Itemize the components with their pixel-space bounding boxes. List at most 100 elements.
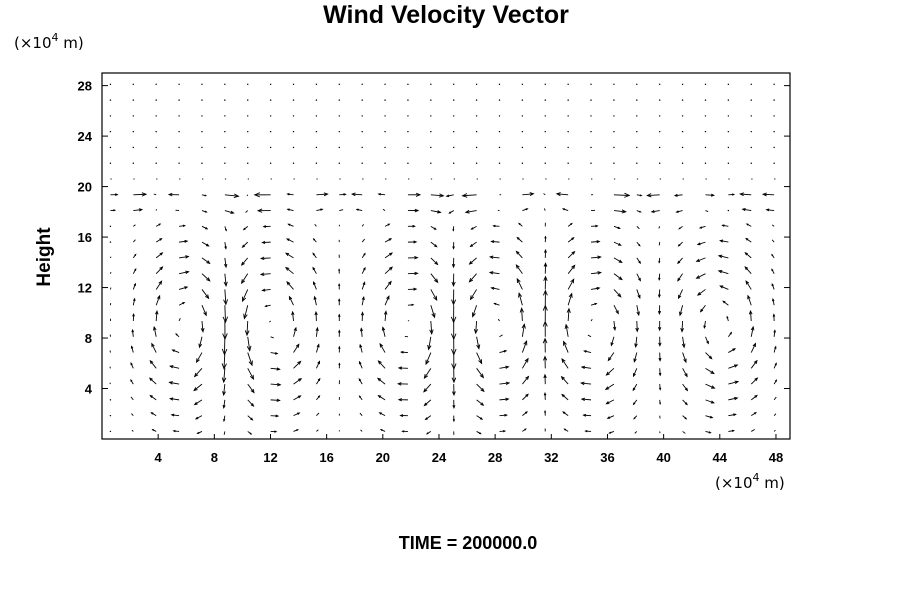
wind-vector bbox=[705, 352, 713, 360]
wind-vector bbox=[607, 352, 615, 362]
wind-vector bbox=[293, 395, 302, 401]
wind-vector bbox=[469, 241, 477, 248]
wind-vector bbox=[476, 368, 485, 379]
wind-vector bbox=[453, 115, 455, 117]
wind-vector bbox=[242, 225, 249, 231]
wind-vector bbox=[659, 399, 662, 406]
wind-vector bbox=[338, 146, 340, 149]
wind-vector bbox=[430, 225, 437, 230]
wind-vector bbox=[379, 342, 386, 353]
wind-vector bbox=[316, 192, 329, 197]
wind-vector bbox=[773, 345, 777, 353]
wind-vector bbox=[522, 192, 535, 197]
wind-vector bbox=[264, 304, 271, 308]
wind-vector bbox=[430, 289, 438, 302]
wind-vector bbox=[359, 343, 363, 353]
wind-vector bbox=[493, 302, 500, 306]
wind-vector bbox=[741, 208, 752, 212]
wind-vector bbox=[543, 355, 548, 369]
wind-vector bbox=[747, 294, 752, 306]
wind-vector bbox=[224, 162, 226, 164]
wind-vector bbox=[499, 365, 510, 369]
wind-vector bbox=[567, 222, 573, 227]
wind-vector bbox=[201, 99, 203, 101]
wind-vector bbox=[475, 146, 478, 149]
wind-vector bbox=[359, 327, 364, 337]
wind-vector bbox=[361, 238, 366, 243]
wind-vector bbox=[425, 352, 432, 366]
wind-vector bbox=[224, 226, 227, 232]
wind-vector bbox=[542, 337, 548, 353]
wind-vector bbox=[384, 162, 386, 164]
wind-vector bbox=[270, 430, 278, 433]
wind-vector bbox=[171, 349, 180, 353]
wind-vector bbox=[516, 277, 523, 290]
wind-vector bbox=[381, 326, 386, 337]
wind-vector bbox=[727, 115, 730, 117]
x-unit-label: (×104 m) bbox=[715, 471, 785, 492]
wind-vector bbox=[430, 305, 436, 319]
wind-vector bbox=[681, 99, 684, 101]
wind-vector bbox=[151, 342, 157, 353]
wind-vector bbox=[698, 225, 706, 229]
wind-vector bbox=[543, 262, 548, 274]
wind-vector bbox=[705, 383, 716, 389]
wind-vector bbox=[201, 115, 203, 117]
wind-vector bbox=[613, 241, 622, 246]
wind-vector bbox=[744, 252, 752, 259]
wind-vector bbox=[148, 377, 157, 385]
wind-vector bbox=[696, 241, 706, 246]
wind-vector bbox=[269, 130, 272, 133]
wind-vector bbox=[773, 396, 777, 401]
wind-vector bbox=[292, 99, 295, 101]
wind-vector bbox=[269, 99, 272, 101]
wind-vector bbox=[750, 162, 752, 164]
wind-vector bbox=[247, 383, 255, 394]
wind-vector bbox=[636, 99, 638, 101]
wind-vector bbox=[498, 146, 501, 149]
wind-vector bbox=[293, 326, 297, 337]
x-tick-label: 24 bbox=[432, 450, 447, 465]
wind-vector bbox=[359, 412, 363, 416]
wind-vector bbox=[499, 397, 510, 401]
wind-vector bbox=[400, 350, 408, 354]
wind-vector bbox=[543, 248, 547, 258]
wind-vector bbox=[155, 252, 164, 259]
wind-vector bbox=[291, 310, 295, 322]
wind-vector bbox=[682, 368, 688, 378]
wind-vector bbox=[590, 115, 592, 117]
wind-vector bbox=[292, 130, 295, 133]
wind-vector bbox=[293, 429, 299, 432]
wind-vector bbox=[338, 99, 340, 101]
wind-vector bbox=[130, 378, 134, 385]
wind-vector bbox=[170, 413, 180, 417]
wind-vector bbox=[245, 210, 249, 213]
wind-vector bbox=[247, 99, 249, 101]
wind-vector bbox=[314, 223, 317, 227]
wind-vector bbox=[682, 415, 688, 420]
wind-vector bbox=[155, 294, 161, 306]
wind-vector bbox=[132, 162, 135, 164]
wind-vector bbox=[727, 146, 730, 149]
plot-frame bbox=[101, 72, 791, 440]
wind-vector bbox=[580, 397, 592, 402]
wind-vector bbox=[745, 223, 752, 227]
wind-vector bbox=[567, 162, 569, 164]
wind-vector bbox=[384, 146, 386, 149]
wind-vector bbox=[675, 210, 683, 213]
wind-vector bbox=[361, 130, 363, 133]
wind-vector bbox=[201, 146, 203, 149]
wind-vector bbox=[430, 130, 432, 133]
wind-vector bbox=[567, 278, 575, 290]
wind-vector bbox=[658, 226, 661, 229]
wind-vector bbox=[361, 296, 365, 306]
wind-vector bbox=[658, 273, 661, 281]
wind-vector bbox=[109, 99, 112, 101]
wind-vector bbox=[591, 224, 599, 228]
wind-vector bbox=[178, 130, 180, 133]
wind-vector bbox=[109, 414, 112, 417]
wind-vector bbox=[169, 397, 180, 401]
wind-vector bbox=[451, 273, 456, 288]
wind-vector bbox=[498, 162, 501, 164]
wind-vector bbox=[292, 162, 295, 164]
